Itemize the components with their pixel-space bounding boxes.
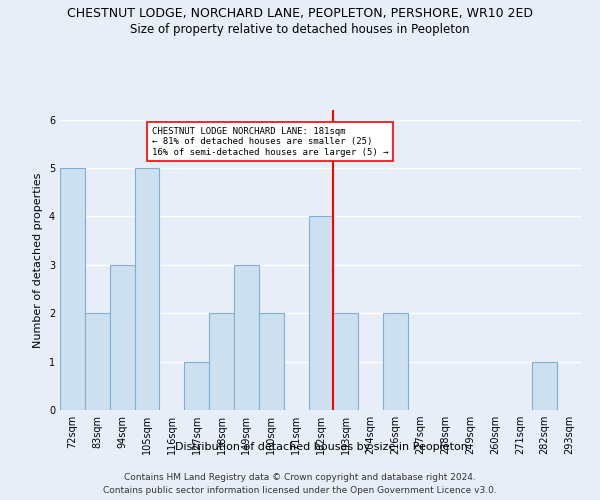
Bar (259, 313, 284, 410)
Bar (209, 313, 234, 410)
Bar (110, 265, 134, 410)
Text: Distribution of detached houses by size in Peopleton: Distribution of detached houses by size … (175, 442, 467, 452)
Text: Contains public sector information licensed under the Open Government Licence v3: Contains public sector information licen… (103, 486, 497, 495)
Text: CHESTNUT LODGE NORCHARD LANE: 181sqm
← 81% of detached houses are smaller (25)
1: CHESTNUT LODGE NORCHARD LANE: 181sqm ← 8… (152, 127, 388, 156)
Text: CHESTNUT LODGE, NORCHARD LANE, PEOPLETON, PERSHORE, WR10 2ED: CHESTNUT LODGE, NORCHARD LANE, PEOPLETON… (67, 8, 533, 20)
Bar (334, 313, 358, 410)
Bar (184, 362, 209, 410)
Bar (308, 216, 334, 410)
Bar (85, 313, 110, 410)
Bar (532, 362, 557, 410)
Bar (60, 168, 85, 410)
Bar (134, 168, 160, 410)
Text: Contains HM Land Registry data © Crown copyright and database right 2024.: Contains HM Land Registry data © Crown c… (124, 472, 476, 482)
Text: Size of property relative to detached houses in Peopleton: Size of property relative to detached ho… (130, 22, 470, 36)
Bar (383, 313, 408, 410)
Bar (234, 265, 259, 410)
Y-axis label: Number of detached properties: Number of detached properties (34, 172, 43, 348)
